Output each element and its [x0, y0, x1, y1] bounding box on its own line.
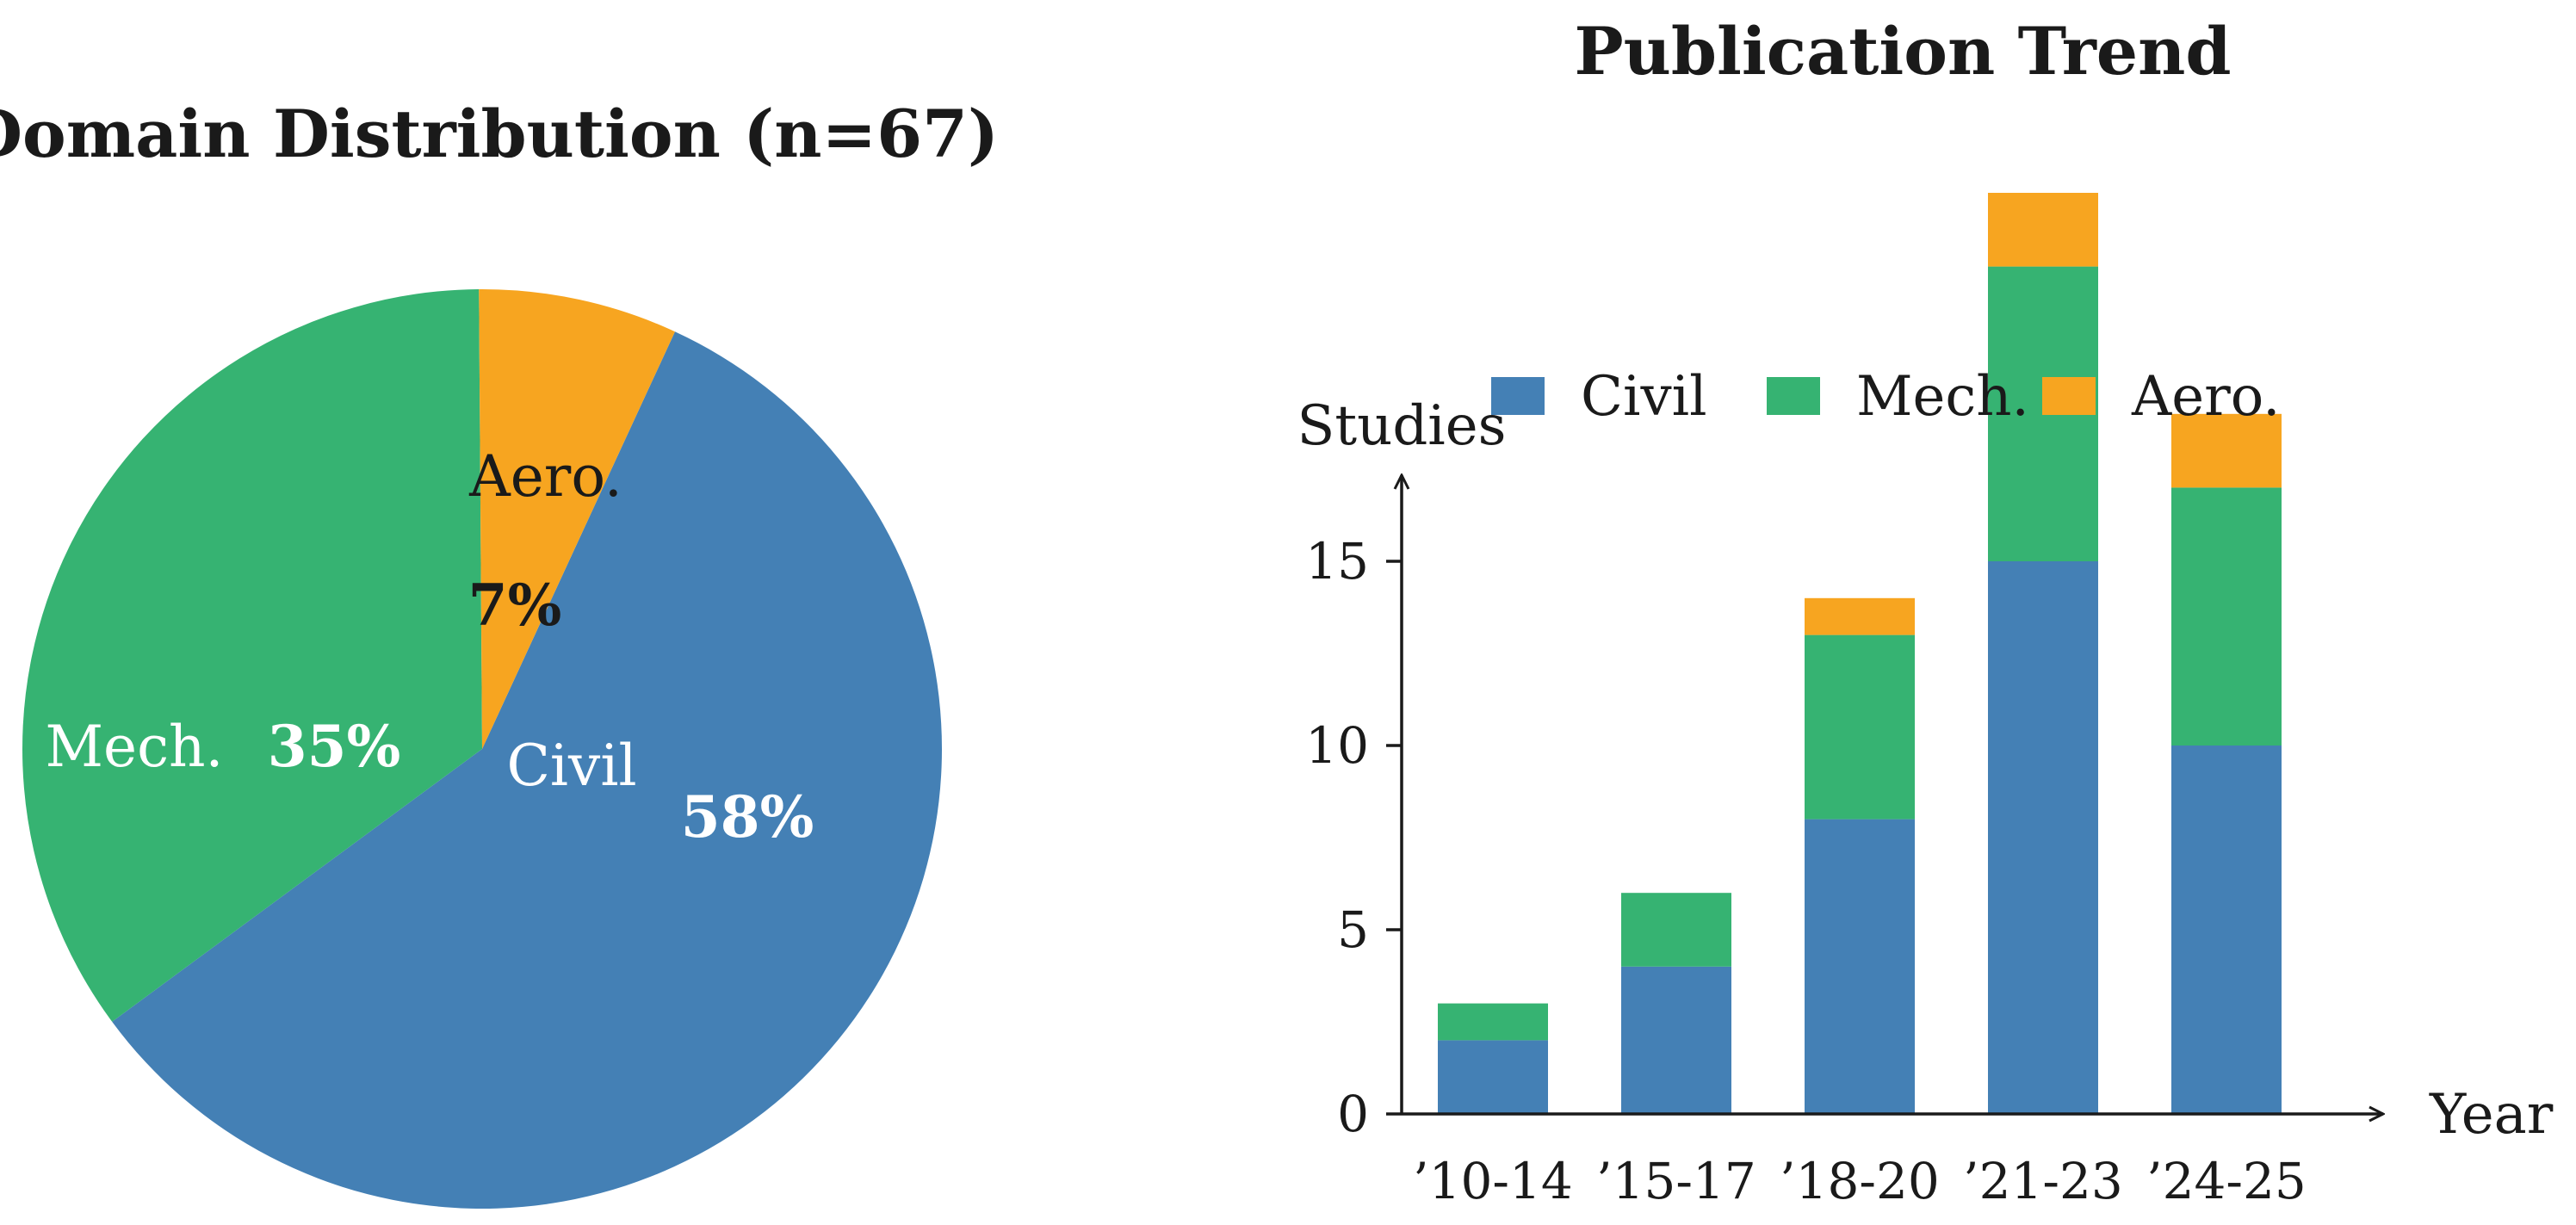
pie-slice-aero	[479, 288, 675, 749]
y-tick-label-10: 10	[1305, 716, 1369, 775]
bar-mech-2	[1621, 893, 1731, 967]
bar-aero-4	[1988, 193, 2098, 267]
pie-label-civil: Civil	[506, 733, 636, 799]
y-tick-label-0: 0	[1337, 1085, 1369, 1143]
legend-label-civil: Civil	[1581, 365, 1707, 429]
bar-mech-3	[1805, 634, 1915, 820]
x-tick-label-5: ’24-25	[2146, 1152, 2307, 1210]
y-ticks: 0 5 10 15	[1305, 532, 1402, 1143]
pie-slices	[22, 288, 943, 1210]
legend-swatch-civil	[1491, 377, 1545, 415]
y-tick-label-15: 15	[1305, 532, 1369, 591]
pie-slice-civil	[112, 331, 943, 1210]
pie-label-mech: Mech.	[45, 714, 223, 780]
legend-swatch-mech	[1767, 377, 1820, 415]
bar-civil-3	[1805, 819, 1915, 1114]
pie-percent-aero: 7%	[468, 572, 562, 639]
axes: Studies Year	[1297, 394, 2554, 1147]
legend-swatch-aero	[2042, 377, 2096, 415]
pie-slice-mech	[22, 289, 482, 1022]
bar-mech-1	[1438, 1003, 1548, 1041]
legend: Civil Mech. Aero.	[1491, 365, 2280, 429]
pie-percent-mech: 35%	[268, 713, 401, 780]
bar-mech-5	[2171, 487, 2282, 746]
legend-label-mech: Mech.	[1856, 365, 2029, 429]
x-axis-label: Year	[2429, 1083, 2554, 1147]
bar-civil-2	[1621, 966, 1731, 1114]
bar-civil-5	[2171, 746, 2282, 1114]
bar-aero-5	[2171, 413, 2282, 488]
y-axis-label: Studies	[1297, 394, 1507, 458]
bar-title: Publication Trend	[1574, 13, 2231, 90]
pie-percent-civil: 58%	[681, 783, 814, 851]
legend-label-aero: Aero.	[2131, 365, 2280, 429]
pie-labels: Civil 58% Mech. 35% Aero. 7%	[45, 443, 814, 851]
bar-chart: Publication Trend Studies Year 0 5 10 15 ’1…	[1297, 13, 2554, 1210]
x-tick-label-4: ’21-23	[1963, 1152, 2123, 1210]
pie-chart: Domain Distribution (n=67) Civil 58% Mec…	[0, 96, 999, 1210]
pie-title: Domain Distribution (n=67)	[0, 96, 999, 172]
x-tick-label-1: ’10-14	[1413, 1152, 1573, 1210]
x-tick-label-3: ’18-20	[1780, 1152, 1940, 1210]
bar-civil-1	[1438, 1040, 1548, 1114]
y-tick-label-5: 5	[1337, 900, 1369, 959]
bar-civil-4	[1988, 561, 2098, 1114]
x-tick-label-2: ’15-17	[1596, 1152, 1756, 1210]
x-ticks: ’10-14 ’15-17 ’18-20 ’21-23 ’24-25	[1413, 1152, 2307, 1210]
pie-label-aero: Aero.	[468, 443, 622, 510]
bar-segments	[1438, 193, 2282, 1114]
bar-aero-3	[1805, 597, 1915, 635]
